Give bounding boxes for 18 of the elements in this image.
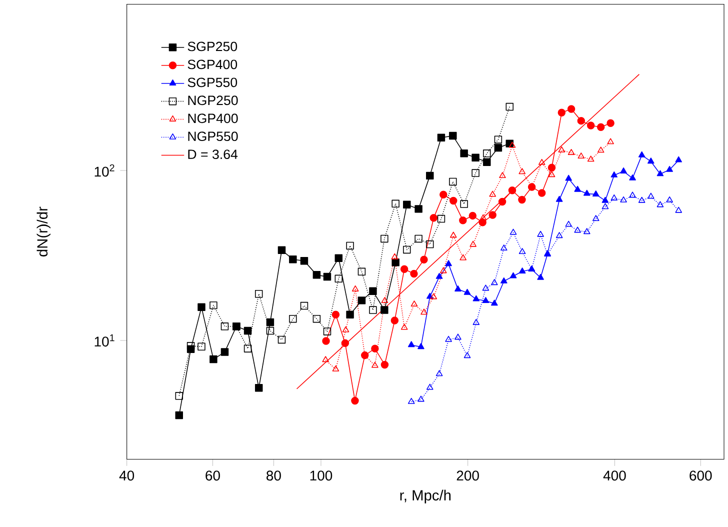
legend-label: SGP400 [188, 60, 238, 70]
x-tick-label: 100 [310, 470, 332, 481]
y-axis-title: dN(r)/dr [36, 206, 50, 256]
x-axis-title: r, Mpc/h [400, 490, 451, 504]
legend-label: NGP550 [188, 132, 238, 142]
x-tick-label: 600 [690, 470, 712, 481]
y-tick-label: 10$^{2}$ [94, 164, 114, 177]
y-tick-label: 10$^{1}$ [94, 334, 114, 347]
legend-label: NGP400 [188, 114, 238, 124]
x-tick-label: 80 [266, 470, 281, 481]
legend-label: NGP250 [188, 96, 238, 106]
legend-label: D = 3.64 [188, 150, 238, 160]
x-tick-label: 400 [603, 470, 626, 481]
x-tick-label: 60 [206, 470, 220, 481]
legend-label: SGP250 [188, 42, 238, 52]
x-tick-label: 200 [456, 470, 479, 481]
x-tick-label: 40 [119, 470, 134, 481]
legend-label: SGP550 [188, 78, 238, 88]
